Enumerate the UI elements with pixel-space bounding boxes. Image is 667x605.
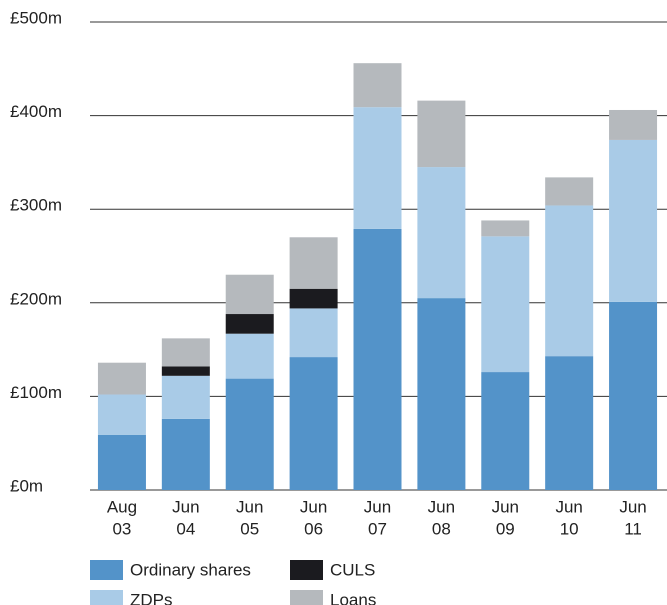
bar-segment (481, 220, 530, 237)
bar-segment (353, 63, 402, 108)
bar-segment (481, 236, 530, 373)
bar-segment (161, 375, 210, 419)
x-tick-label: Jun (300, 497, 327, 516)
bar-segment (289, 308, 338, 358)
x-tick-label: Jun (555, 497, 582, 516)
legend-label: Loans (330, 590, 376, 605)
y-tick-label: £0m (10, 476, 43, 495)
bar-segment (97, 434, 146, 490)
bar-segment (353, 228, 402, 490)
bar-segment (289, 288, 338, 309)
x-tick-label: Jun (364, 497, 391, 516)
y-tick-label: £200m (10, 289, 62, 308)
y-tick-label: £400m (10, 102, 62, 121)
x-tick-label: 10 (560, 519, 579, 538)
x-tick-label: 08 (432, 519, 451, 538)
bar-segment (225, 274, 274, 315)
legend-label: ZDPs (130, 590, 173, 605)
bar-segment (289, 357, 338, 490)
bar-segment (353, 107, 402, 229)
legend-label: CULS (330, 560, 375, 579)
bar-segment (225, 314, 274, 334)
legend-swatch (90, 590, 123, 605)
x-tick-label: Jun (172, 497, 199, 516)
bar-segment (225, 378, 274, 490)
bar-segment (609, 139, 658, 302)
bar-segment (417, 100, 466, 168)
x-tick-label: 05 (240, 519, 259, 538)
bar-segment (545, 356, 594, 490)
bar-segment (289, 237, 338, 289)
bar-segment (609, 301, 658, 490)
y-tick-label: £100m (10, 383, 62, 402)
bar-segment (161, 338, 210, 367)
legend-swatch (290, 590, 323, 605)
bar-segment (545, 205, 594, 357)
x-tick-label: Jun (492, 497, 519, 516)
x-tick-label: 11 (624, 519, 642, 538)
bar-segment (97, 394, 146, 435)
x-tick-label: Jun (619, 497, 646, 516)
legend-swatch (290, 560, 323, 580)
x-tick-label: 03 (112, 519, 131, 538)
bar-segment (417, 167, 466, 299)
x-tick-label: Aug (107, 497, 137, 516)
bar-segment (609, 109, 658, 140)
bar-segment (97, 362, 146, 395)
x-tick-label: 09 (496, 519, 515, 538)
bar-segment (161, 418, 210, 490)
x-tick-label: Jun (428, 497, 455, 516)
x-tick-label: 07 (368, 519, 387, 538)
bar-segment (225, 333, 274, 379)
y-tick-label: £300m (10, 196, 62, 215)
x-tick-label: Jun (236, 497, 263, 516)
bar-segment (545, 177, 594, 206)
bar-segment (417, 298, 466, 490)
x-tick-label: 04 (176, 519, 195, 538)
bar-segment (481, 372, 530, 490)
x-tick-label: 06 (304, 519, 323, 538)
legend-label: Ordinary shares (130, 560, 251, 579)
y-tick-label: £500m (10, 8, 62, 27)
legend-swatch (90, 560, 123, 580)
bar-segment (161, 366, 210, 376)
